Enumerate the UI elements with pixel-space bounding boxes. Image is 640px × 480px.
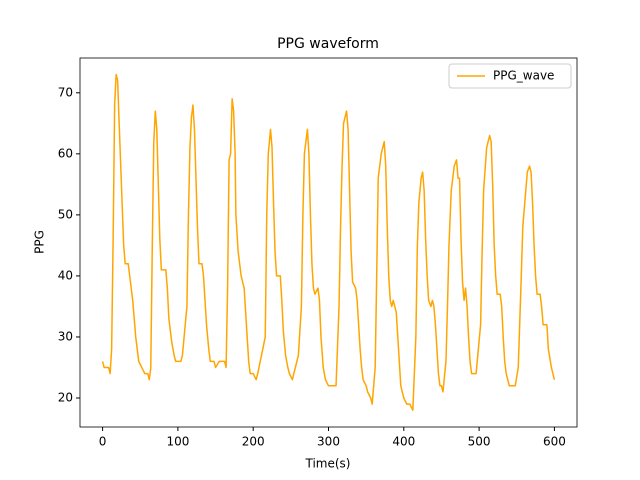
x-tick-label: 300: [317, 435, 340, 449]
y-tick-label: 40: [58, 268, 73, 282]
x-tick-label: 200: [242, 435, 265, 449]
legend-box: [448, 63, 572, 89]
data-line: [101, 73, 556, 411]
y-tick-label: 50: [58, 207, 73, 221]
x-tick-label: 0: [99, 435, 107, 449]
y-tick-label: 60: [58, 146, 73, 160]
x-axis-label: Time(s): [305, 457, 351, 471]
chart-title: PPG waveform: [277, 36, 379, 52]
y-tick-label: 20: [58, 391, 73, 405]
x-tick-label: 100: [166, 435, 189, 449]
x-tick-label: 400: [392, 435, 415, 449]
x-tick-label: 500: [468, 435, 491, 449]
y-axis-label: PPG: [33, 230, 47, 254]
x-tick-label: 600: [543, 435, 566, 449]
y-tick-label: 30: [58, 329, 73, 343]
legend-label: PPG_wave: [493, 69, 554, 83]
y-tick-label: 70: [58, 85, 73, 99]
plot-frame: [79, 57, 578, 428]
